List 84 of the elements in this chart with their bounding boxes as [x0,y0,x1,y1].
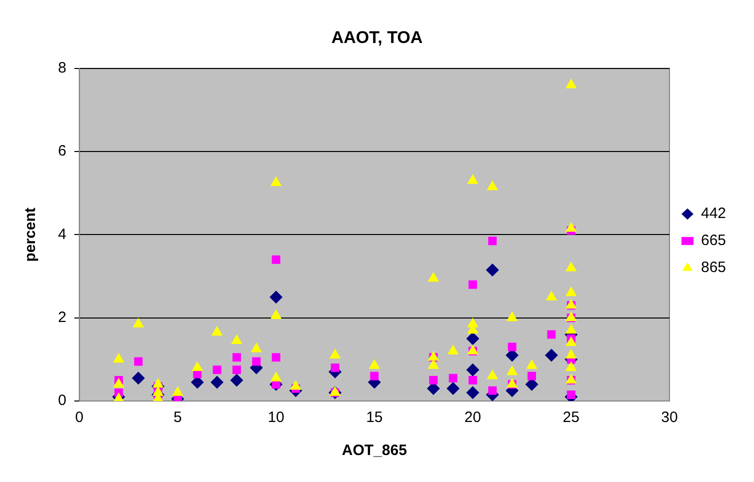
y-tick-label: 4 [58,226,66,243]
x-tick-label: 20 [464,409,482,426]
point [252,357,261,366]
point [270,372,282,382]
point [488,386,497,395]
point [486,264,499,277]
legend-label: 442 [700,205,726,222]
point [272,255,280,264]
point [250,342,262,352]
point [526,359,538,369]
x-tick-label: 5 [174,409,182,426]
y-tick-label: 0 [58,392,66,410]
point [468,376,478,384]
point [132,318,144,328]
point [429,376,438,384]
point [466,386,480,400]
point [210,376,224,389]
point [547,330,556,339]
point [467,174,478,184]
point [488,236,497,246]
point [486,370,498,380]
point [506,311,518,322]
point [428,272,440,282]
point [134,357,143,366]
point [368,359,380,369]
point [270,290,283,304]
point [565,222,577,232]
point [544,348,558,362]
y-axis-title: percent [22,208,40,262]
point [565,311,577,322]
point [448,374,458,382]
point [565,261,577,272]
point [329,348,341,359]
x-tick-label: 0 [75,409,84,426]
point [468,280,478,289]
point [270,176,282,186]
point [466,332,480,346]
point [565,324,577,334]
point [446,382,460,396]
point [152,378,164,388]
point [426,382,440,396]
point [565,78,577,88]
point [212,366,222,374]
point [565,286,577,296]
chart-title: AAOT, TOA [331,28,423,47]
legend-label: 665 [700,232,726,250]
point [113,352,124,363]
point [506,365,518,376]
point [270,309,282,320]
point [211,326,223,336]
point [232,353,241,362]
point [290,380,302,390]
legend-label: 865 [700,259,726,276]
point [330,364,340,372]
point [565,336,577,346]
point [447,344,459,354]
point [428,359,440,369]
x-tick-label: 30 [661,409,678,426]
point [231,334,242,344]
y-tick-label: 6 [58,142,66,160]
point [506,378,518,388]
point [486,180,498,190]
x-tick-label: 10 [268,409,284,426]
point [546,290,558,300]
point [565,361,577,371]
point [565,348,577,359]
point [528,372,536,380]
x-tick-label: 25 [562,409,580,426]
point [113,378,124,388]
point [466,363,480,376]
y-tick-label: 8 [58,60,66,77]
point [428,350,440,361]
point [508,342,516,352]
point [232,366,241,374]
point [230,374,244,387]
point [192,361,203,371]
x-axis-title: AOT_865 [342,442,407,460]
point [132,372,145,385]
y-tick-label: 2 [58,308,66,326]
point [370,372,379,380]
x-tick-label: 15 [366,409,383,426]
point [172,386,184,396]
point [565,298,577,309]
point [272,353,280,362]
